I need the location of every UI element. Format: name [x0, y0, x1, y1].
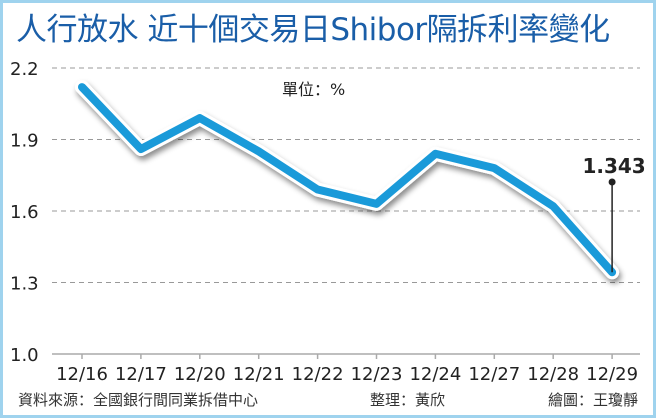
y-tick-label: 1.9	[10, 131, 39, 152]
value-callout: 1.343	[582, 154, 646, 273]
x-tick-label: 12/27	[468, 364, 520, 385]
x-tick-label: 12/24	[409, 364, 461, 385]
x-tick-label: 12/23	[351, 364, 403, 385]
gridlines	[52, 67, 640, 283]
x-tick-label: 12/29	[586, 364, 638, 385]
x-tick-label: 12/21	[233, 364, 285, 385]
y-tick-label: 1.0	[10, 345, 39, 366]
y-tick-label: 1.6	[10, 202, 39, 223]
source-note: 資料來源：全國銀行間同業拆借中心	[18, 391, 259, 409]
x-tick-label: 12/17	[115, 364, 167, 385]
illustrator-note: 繪圖：王瓊靜	[548, 391, 639, 409]
data-series	[75, 80, 620, 280]
series-line	[78, 83, 617, 277]
callout-dot	[608, 178, 616, 186]
chart-title: 人行放水 近十個交易日Shibor隔拆利率變化	[16, 12, 610, 48]
y-axis: 2.2 1.9 1.6 1.3 1.0	[10, 59, 39, 366]
unit-label: 單位：%	[282, 80, 346, 99]
x-tick-label: 12/16	[56, 364, 108, 385]
x-axis: 12/16 12/17 12/20 12/21 12/22 12/23 12/24 12/27…	[52, 353, 640, 385]
series-line-outline	[75, 80, 620, 280]
y-tick-label: 1.3	[10, 274, 39, 295]
y-tick-label: 2.2	[10, 59, 39, 80]
editor-note: 整理：黃欣	[370, 391, 446, 409]
x-tick-label: 12/28	[527, 364, 579, 385]
x-tick-label: 12/22	[292, 364, 344, 385]
x-tick-label: 12/20	[174, 364, 226, 385]
callout-value: 1.343	[582, 154, 645, 178]
